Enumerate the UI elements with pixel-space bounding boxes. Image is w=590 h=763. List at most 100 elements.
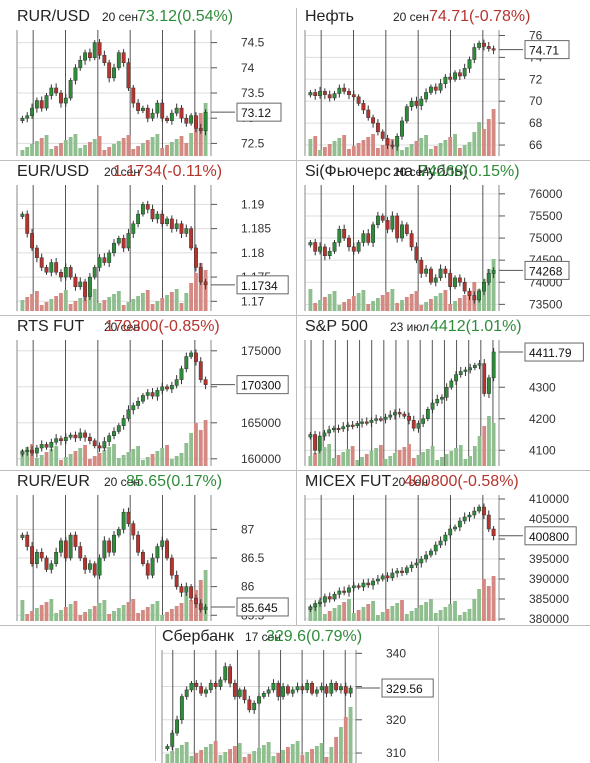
chart-date: 23 июл [390, 320, 430, 334]
volume-bar [184, 742, 189, 763]
candle [184, 117, 189, 124]
volume-bar [348, 707, 353, 763]
chart-date: 20 сен [393, 165, 429, 179]
candle [59, 438, 63, 442]
candle [472, 295, 477, 301]
candle [414, 100, 419, 106]
candle [170, 732, 175, 747]
candle [385, 138, 390, 146]
volume-bar [131, 449, 136, 466]
volume-bar [150, 454, 155, 466]
volume-bar [39, 305, 44, 311]
chart-panel[interactable]: 4300 4200 4100 4411.79 S&P 500 23 июл 4412(1.0… [303, 318, 584, 468]
candle [385, 575, 390, 579]
volume-bar [73, 301, 78, 311]
candle [337, 228, 342, 243]
candle [448, 76, 453, 80]
chart-panel[interactable]: 4100004050004000003950003900003850003800… [303, 473, 577, 626]
candle [428, 86, 433, 93]
volume-bar [375, 298, 380, 311]
candle [404, 224, 409, 234]
volume-bar [375, 615, 380, 621]
volume-bar [371, 601, 376, 621]
volume-bar [425, 449, 430, 466]
y-tick-label: 1.185 [241, 222, 271, 236]
volume-bar [165, 612, 169, 621]
candle [462, 516, 467, 522]
row-separator [0, 470, 590, 471]
candle [150, 392, 155, 397]
volume-bar [97, 453, 102, 466]
volume-bar [457, 148, 462, 156]
candle [165, 746, 170, 749]
volume-bar [414, 141, 419, 156]
volume-bar [337, 138, 342, 156]
volume-bar [39, 138, 44, 156]
volume-bar [409, 144, 414, 156]
volume-bar [174, 606, 179, 621]
candle [369, 420, 374, 423]
candle [343, 686, 348, 694]
volume-bar [49, 449, 54, 466]
candle [319, 686, 324, 691]
volume-bar [20, 150, 25, 156]
volume-bar [290, 744, 295, 763]
candle [383, 416, 388, 420]
candle [351, 246, 356, 252]
volume-bar [87, 609, 92, 621]
volume-bar [121, 455, 126, 466]
volume-bar [334, 737, 339, 763]
candle [468, 367, 473, 371]
volume-bar [257, 748, 261, 763]
candle [424, 554, 429, 560]
candle [322, 596, 327, 603]
volume-bar [140, 460, 145, 466]
last-price-box [524, 342, 584, 362]
volume-bar [468, 456, 473, 466]
candle [131, 523, 136, 536]
volume-bar [409, 611, 414, 621]
candle [189, 682, 194, 691]
candle [44, 95, 49, 109]
volume-bar [116, 458, 121, 466]
candle [375, 122, 380, 133]
candle [448, 528, 453, 536]
candle [366, 233, 371, 243]
candle [329, 682, 334, 694]
volume-bar [400, 300, 404, 311]
candle [491, 48, 496, 51]
volume-bar [472, 599, 477, 621]
candle [428, 550, 433, 556]
candle [136, 102, 141, 111]
chart-panel[interactable]: 175000170000165000160000170300RTS FUT20 … [15, 318, 289, 468]
volume-bar [364, 454, 369, 466]
volume-bar [380, 145, 385, 156]
volume-bar [44, 302, 49, 311]
chart-title: RTS FUT [17, 318, 85, 335]
volume-bar [34, 608, 39, 621]
volume-bar [366, 604, 371, 621]
volume-bar [155, 134, 160, 156]
chart-panel[interactable]: 76000 75500 75000 74500 74000 73500 74268 Si(Фь… [303, 163, 575, 313]
volume-bar [347, 149, 351, 156]
volume-bar [486, 586, 491, 621]
volume-bar [424, 302, 429, 311]
volume-bar [472, 446, 477, 466]
candle [136, 400, 141, 406]
volume-bar [179, 136, 184, 156]
volume-bar [30, 294, 34, 311]
candle [131, 405, 136, 411]
volume-bar [174, 289, 179, 311]
volume-bar [322, 614, 327, 621]
candle [421, 418, 426, 424]
candle [160, 102, 165, 119]
volume-bar [428, 299, 433, 311]
candle [332, 93, 337, 99]
candle [477, 42, 482, 48]
candle [271, 682, 276, 691]
